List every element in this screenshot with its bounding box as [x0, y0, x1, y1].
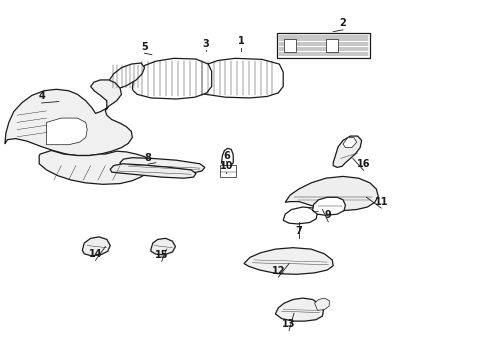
Text: 7: 7 [295, 226, 302, 236]
Polygon shape [191, 58, 283, 98]
Polygon shape [275, 298, 323, 321]
Polygon shape [313, 197, 345, 215]
Text: 10: 10 [220, 161, 233, 171]
Polygon shape [315, 298, 329, 310]
Polygon shape [244, 248, 333, 274]
Text: 14: 14 [89, 249, 102, 259]
Polygon shape [151, 238, 175, 255]
Text: 4: 4 [38, 91, 45, 102]
Polygon shape [82, 237, 110, 256]
Text: 1: 1 [238, 36, 245, 46]
Bar [220, 165, 236, 177]
Polygon shape [120, 158, 205, 173]
Bar [326, 39, 338, 52]
Text: 15: 15 [155, 250, 169, 260]
Text: 5: 5 [141, 42, 148, 52]
Polygon shape [343, 138, 357, 148]
Text: 6: 6 [223, 150, 230, 161]
Text: 11: 11 [374, 197, 388, 207]
Text: 13: 13 [282, 319, 296, 329]
Text: 12: 12 [271, 266, 285, 276]
Text: 8: 8 [145, 153, 151, 163]
Text: 2: 2 [340, 18, 346, 28]
Polygon shape [285, 176, 378, 211]
Polygon shape [283, 207, 318, 224]
Polygon shape [107, 63, 145, 90]
Text: 9: 9 [325, 210, 332, 220]
Polygon shape [5, 80, 132, 156]
Text: 3: 3 [202, 39, 209, 49]
Polygon shape [132, 58, 212, 99]
Polygon shape [110, 164, 196, 178]
Polygon shape [47, 118, 87, 145]
Bar [284, 39, 296, 52]
Polygon shape [333, 136, 362, 167]
Polygon shape [39, 150, 151, 184]
Text: 16: 16 [357, 159, 370, 169]
Bar [277, 33, 370, 58]
Polygon shape [221, 148, 233, 166]
